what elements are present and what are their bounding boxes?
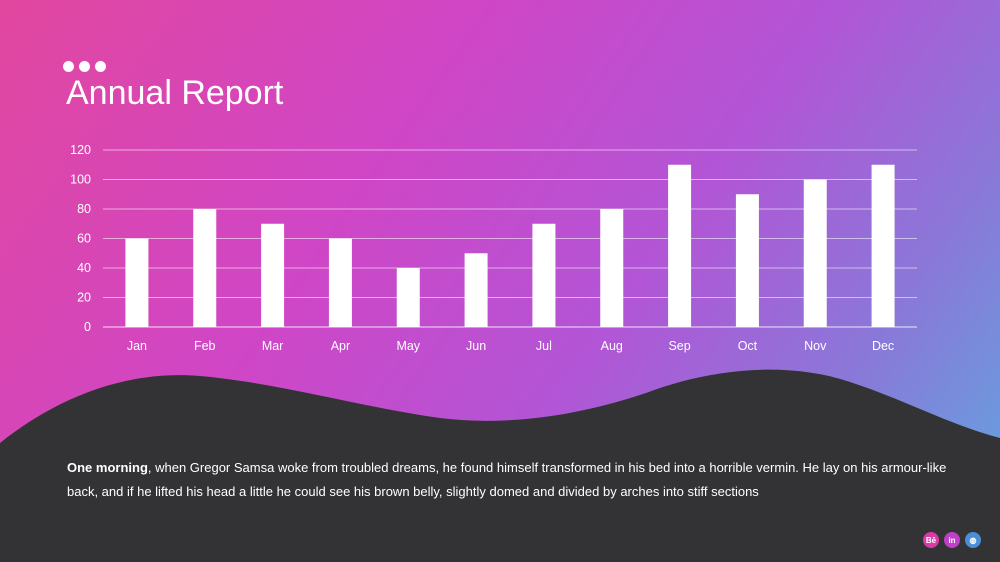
y-tick-label: 100 [70,173,91,187]
x-tick-label: Feb [194,339,216,353]
x-tick-label: Dec [872,339,894,353]
dot [79,61,90,72]
dribbble-icon[interactable]: ◍ [965,532,981,548]
body-lead: One morning [67,460,148,475]
x-tick-label: Mar [262,339,284,353]
x-tick-label: Apr [331,339,350,353]
x-tick-label: Sep [668,339,690,353]
x-tick-label: Jan [127,339,147,353]
dots-decoration [63,61,106,72]
dot [95,61,106,72]
body-paragraph: One morning, when Gregor Samsa woke from… [67,456,947,504]
bar-jan [125,238,149,327]
bar-jul [532,223,556,327]
x-tick-label: Jun [466,339,486,353]
bar-sep [668,164,692,327]
x-tick-label: Jul [536,339,552,353]
linkedin-icon[interactable]: in [944,532,960,548]
bar-apr [328,238,352,327]
bar-may [396,268,420,327]
x-tick-label: Nov [804,339,827,353]
y-tick-label: 60 [77,232,91,246]
behance-icon[interactable]: Bē [923,532,939,548]
bar-feb [193,209,217,327]
bar-mar [261,223,285,327]
y-tick-label: 20 [77,291,91,305]
x-tick-label: Aug [601,339,623,353]
bar-nov [803,179,827,327]
bar-jun [464,253,488,327]
social-icons: Bē in ◍ [923,532,981,548]
x-tick-label: May [396,339,420,353]
y-tick-label: 40 [77,261,91,275]
y-tick-label: 80 [77,202,91,216]
dot [63,61,74,72]
bar-oct [735,194,759,327]
y-tick-label: 0 [84,320,91,334]
y-tick-label: 120 [70,143,91,157]
page-title: Annual Report [66,74,284,112]
bar-dec [871,164,895,327]
bar-aug [600,209,624,327]
body-text: , when Gregor Samsa woke from troubled d… [67,460,947,499]
x-tick-label: Oct [738,339,758,353]
